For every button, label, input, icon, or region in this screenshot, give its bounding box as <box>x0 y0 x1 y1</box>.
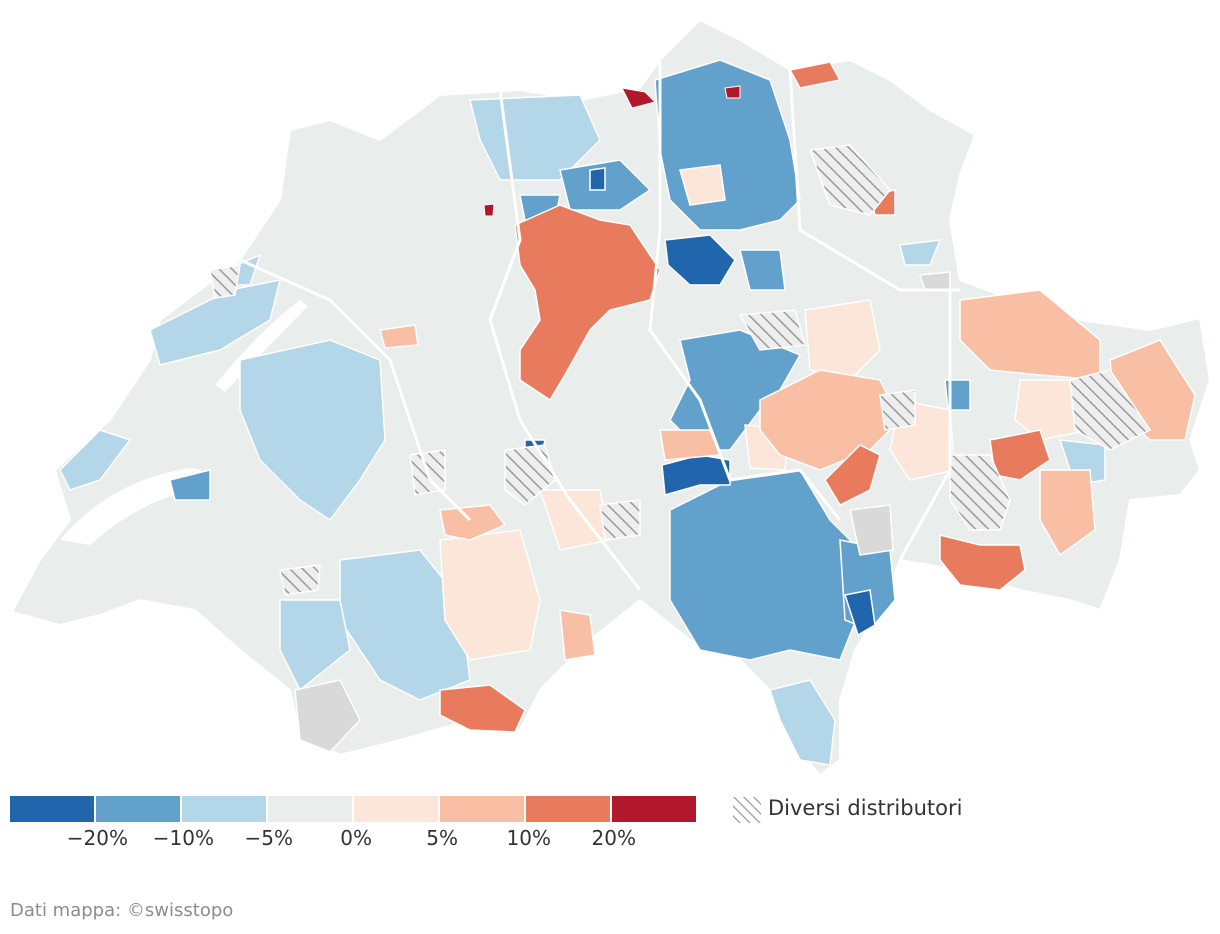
hatch-legend-icon <box>733 797 761 823</box>
hatch-legend-label: Diversi distributori <box>768 796 963 820</box>
regions-dark-red <box>483 85 741 217</box>
legend-tick-10: 10% <box>506 826 551 850</box>
legend-tick-20: 20% <box>591 826 636 850</box>
regions-hatched <box>209 144 1152 596</box>
legend-swatch-7 <box>526 796 610 822</box>
legend-swatch-1 <box>10 796 94 822</box>
regions-peach <box>379 289 1196 661</box>
legend-swatch-8 <box>612 796 696 822</box>
lake-geneva <box>60 468 206 545</box>
legend-swatch-3 <box>182 796 266 822</box>
legend-tick-minus-20: −20% <box>66 826 128 850</box>
legend-swatch-4 <box>268 796 352 822</box>
switzerland-map <box>10 18 1212 777</box>
legend-swatch-6 <box>440 796 524 822</box>
lake-neuchatel <box>215 300 308 392</box>
legend-tick-minus-10: −10% <box>152 826 214 850</box>
legend-swatch-5 <box>354 796 438 822</box>
regions-salmon <box>439 61 1051 733</box>
legend-tick-5: 5% <box>426 826 458 850</box>
regions-light-peach <box>439 164 1091 661</box>
legend-tick-0: 0% <box>340 826 372 850</box>
legend-tick-minus-5: −5% <box>244 826 294 850</box>
map-credit: Dati mappa: ©swisstopo <box>10 900 234 921</box>
canton-borders <box>239 60 960 591</box>
legend-swatch-2 <box>96 796 180 822</box>
